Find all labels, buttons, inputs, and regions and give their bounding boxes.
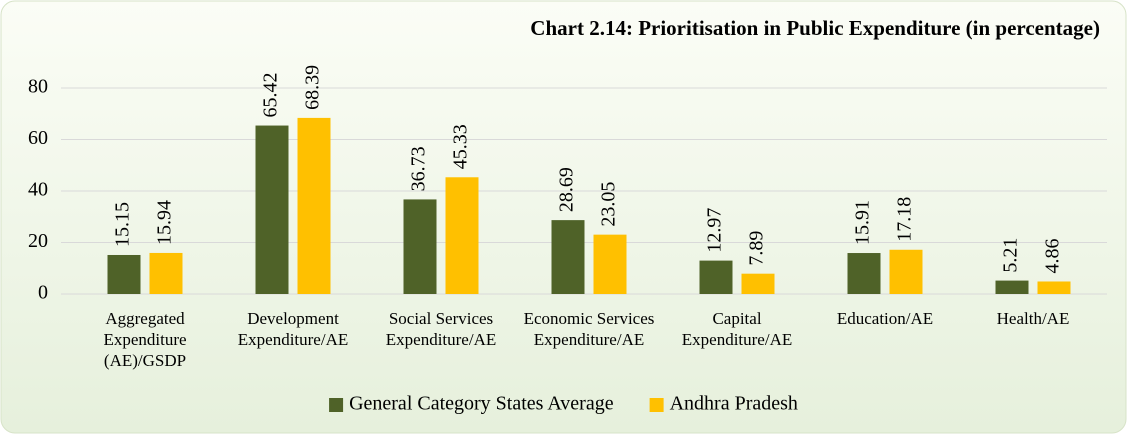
bar <box>593 234 627 294</box>
x-tick-label: Capital Expenditure/AE <box>681 309 793 349</box>
data-label: 7.89 <box>746 231 768 266</box>
x-tick-label: Development Expenditure/AE <box>237 309 349 349</box>
bar <box>741 273 775 294</box>
bar <box>1037 281 1071 294</box>
bar <box>255 125 289 294</box>
data-label: 36.73 <box>408 146 430 191</box>
legend-swatch <box>329 398 344 412</box>
data-label: 65.42 <box>260 73 282 118</box>
x-tick-label: Education/AE <box>836 309 934 328</box>
y-tick-label: 20 <box>28 230 48 252</box>
data-label: 15.15 <box>112 202 134 247</box>
y-tick-label: 60 <box>28 127 48 149</box>
bar <box>445 177 479 294</box>
x-tick-label: Economic Services Expenditure/AE <box>523 309 655 349</box>
legend-label: General Category States Average <box>349 393 614 415</box>
bar <box>889 249 923 294</box>
data-label: 4.86 <box>1042 238 1064 273</box>
data-label: 45.33 <box>450 124 472 169</box>
x-tick-label: Aggregated Expenditure (AE)/GSDP <box>103 309 187 370</box>
bar <box>403 199 437 294</box>
y-tick-label: 40 <box>28 179 48 201</box>
y-tick-label: 0 <box>38 282 48 304</box>
bar <box>847 253 881 294</box>
data-label: 28.69 <box>556 167 578 212</box>
data-label: 68.39 <box>302 65 324 110</box>
data-label: 15.94 <box>154 200 176 245</box>
bar <box>297 117 331 294</box>
data-label: 5.21 <box>1000 238 1022 273</box>
bar <box>551 220 585 294</box>
bar <box>149 252 183 294</box>
x-tick-label: Social Services Expenditure/AE <box>385 309 497 349</box>
data-label: 12.97 <box>704 208 726 253</box>
chart-title: Chart 2.14: Prioritisation in Public Exp… <box>530 16 1100 40</box>
bar <box>107 254 141 294</box>
y-tick-label: 80 <box>28 76 48 98</box>
data-label: 15.91 <box>852 200 874 245</box>
legend-swatch <box>649 398 664 412</box>
data-label: 17.18 <box>894 197 916 242</box>
x-tick-label: Health/AE <box>996 309 1070 328</box>
bar <box>699 260 733 294</box>
legend-label: Andhra Pradesh <box>670 393 798 415</box>
data-label: 23.05 <box>598 182 620 227</box>
bar <box>995 280 1029 294</box>
